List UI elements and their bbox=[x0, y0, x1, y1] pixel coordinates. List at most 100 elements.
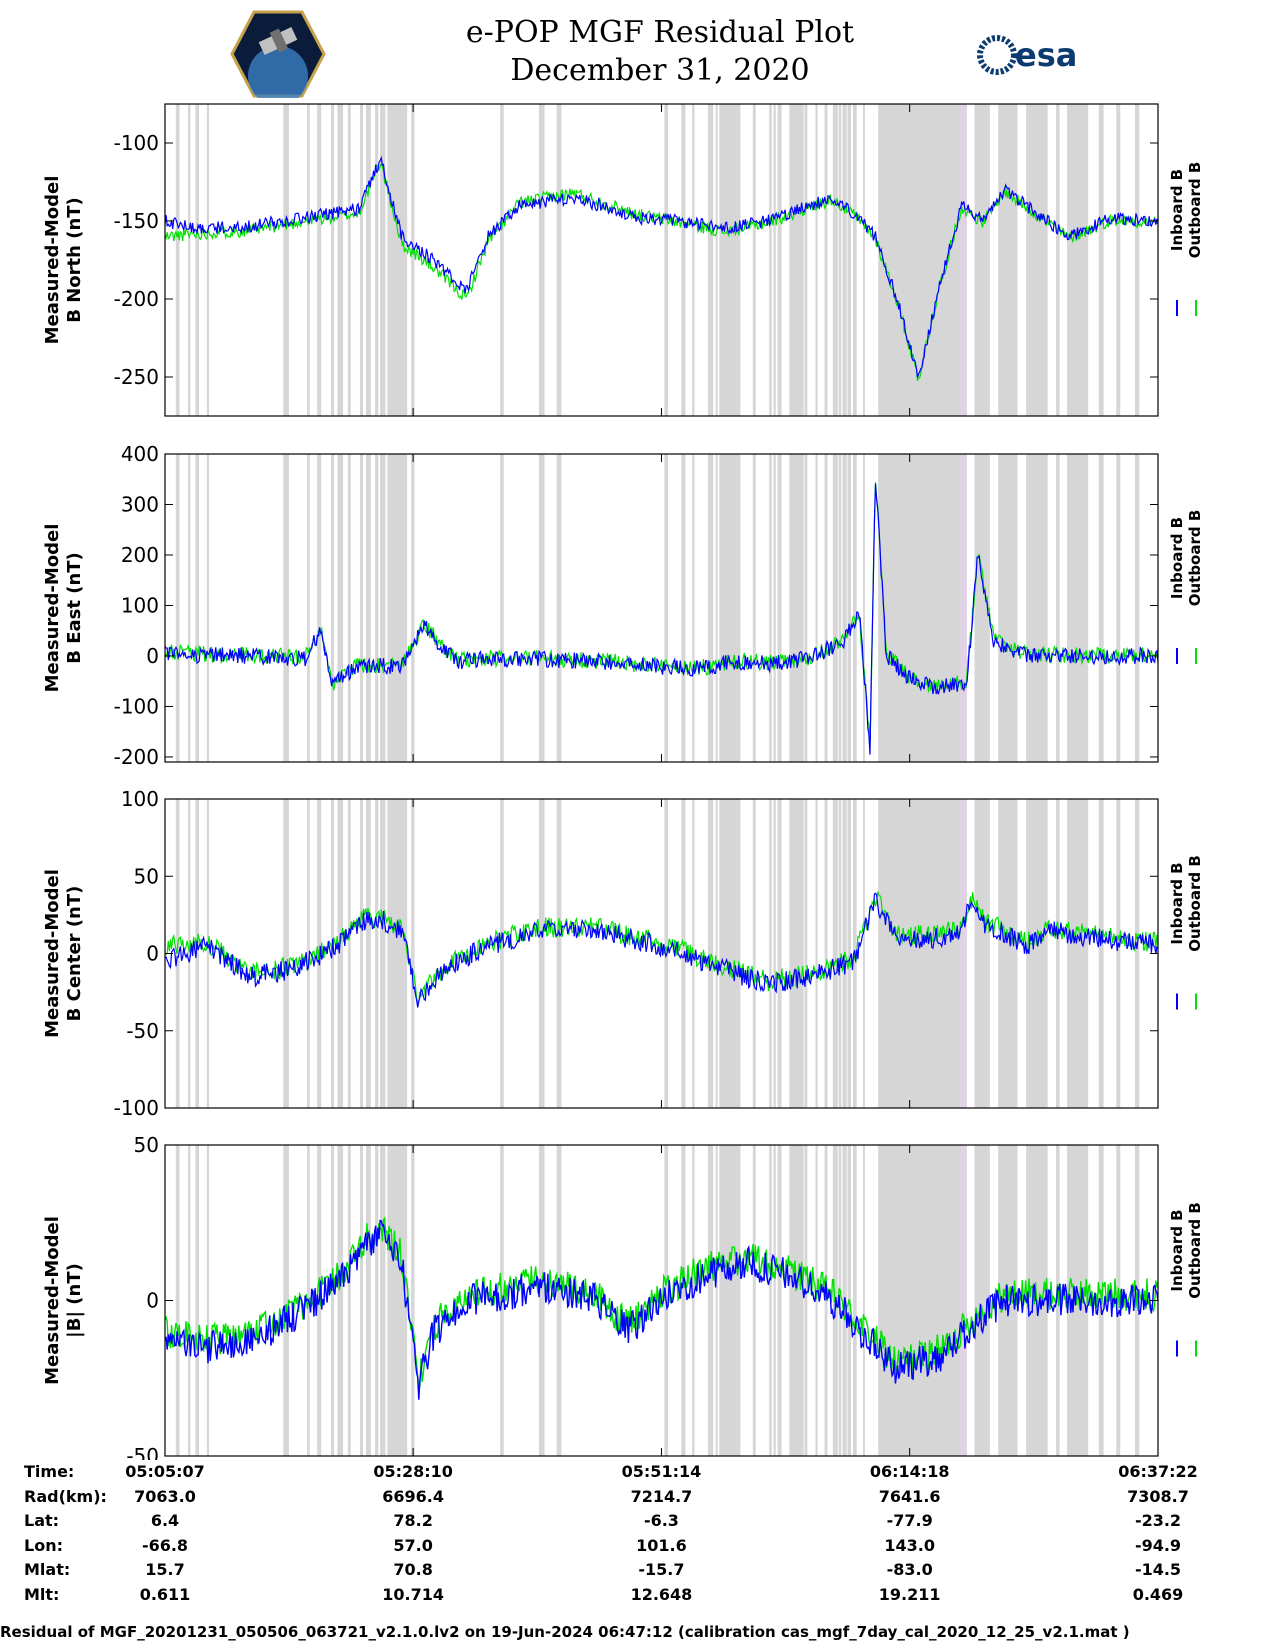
coverage-band bbox=[538, 1145, 545, 1456]
coverage-band bbox=[769, 799, 772, 1108]
legend-inboard-label: Inboard B bbox=[1168, 862, 1186, 944]
coverage-band bbox=[411, 104, 415, 416]
info-row-label: Mlt: bbox=[24, 1584, 60, 1604]
coverage-band bbox=[1055, 454, 1060, 762]
coverage-band bbox=[359, 1145, 364, 1456]
y-axis-label-line2: B East (nT) bbox=[64, 552, 85, 664]
coverage-band bbox=[411, 799, 415, 1108]
coverage-band bbox=[752, 799, 756, 1108]
coverage-band bbox=[815, 104, 818, 416]
y-tick-label: 50 bbox=[134, 864, 159, 888]
coverage-band bbox=[1116, 454, 1121, 762]
coverage-band bbox=[365, 104, 371, 416]
coverage-band bbox=[337, 1145, 344, 1456]
coverage-band bbox=[195, 1145, 200, 1456]
y-axis-label: Measured-Model|B| (nT) bbox=[42, 1216, 85, 1385]
info-cell: -94.9 bbox=[1134, 1535, 1182, 1555]
coverage-band bbox=[1055, 799, 1060, 1108]
info-cell: 7641.6 bbox=[878, 1486, 941, 1506]
coverage-band bbox=[804, 104, 808, 416]
coverage-band bbox=[1084, 454, 1089, 762]
coverage-band bbox=[337, 454, 344, 762]
coverage-band bbox=[998, 454, 1018, 762]
inboard-series-line bbox=[164, 1219, 1159, 1400]
info-cell: 101.6 bbox=[636, 1535, 687, 1555]
coverage-band bbox=[359, 799, 364, 1108]
info-cell: 0.611 bbox=[139, 1584, 191, 1604]
coverage-band bbox=[1116, 104, 1121, 416]
panel-2: -200 -100 0 100 200 300 400 Measured-ModelB Eas… bbox=[42, 442, 1204, 769]
coverage-band bbox=[391, 454, 408, 762]
y-axis-label: Measured-ModelB North (nT) bbox=[42, 176, 85, 345]
coverage-band bbox=[862, 1145, 865, 1456]
coverage-band bbox=[538, 454, 545, 762]
info-row-label: Time: bbox=[24, 1462, 75, 1481]
coverage-band bbox=[974, 104, 989, 416]
y-axis-label-line1: Measured-Model bbox=[42, 524, 63, 693]
coverage-band bbox=[347, 454, 351, 762]
coverage-band bbox=[387, 454, 393, 762]
coverage-band bbox=[337, 104, 344, 416]
coverage-band bbox=[187, 104, 191, 416]
panel-1: -250 -200 -150 -100 Measured-ModelB North (n… bbox=[42, 103, 1204, 417]
coverage-band bbox=[752, 454, 756, 762]
coverage-band bbox=[387, 1145, 393, 1456]
coverage-band bbox=[838, 104, 842, 416]
coverage-band bbox=[777, 104, 782, 416]
coverage-band bbox=[1067, 799, 1086, 1108]
coverage-band bbox=[832, 104, 838, 416]
coverage-band bbox=[789, 799, 804, 1108]
coverage-band bbox=[880, 1145, 964, 1456]
coverage-band bbox=[283, 1145, 289, 1456]
coverage-band bbox=[391, 1145, 408, 1456]
coverage-band bbox=[707, 454, 714, 762]
y-axis-label-line1: Measured-Model bbox=[42, 1216, 63, 1385]
coverage-band-highlight bbox=[960, 1145, 967, 1456]
info-cell: 57.0 bbox=[393, 1535, 433, 1555]
coverage-band bbox=[331, 1145, 335, 1456]
coverage-band bbox=[538, 799, 545, 1108]
coverage-band bbox=[195, 799, 200, 1108]
coverage-band bbox=[692, 104, 695, 416]
coverage-band bbox=[719, 1145, 739, 1456]
coverage-band bbox=[974, 799, 989, 1108]
info-cell: 06:37:22 bbox=[1118, 1462, 1198, 1481]
info-row: Lon: -66.8 57.0 101.6 143.0 -94.9 bbox=[0, 1536, 1275, 1561]
legend-outboard-label: Outboard B bbox=[1186, 510, 1204, 607]
y-tick-label: -50 bbox=[126, 1019, 159, 1043]
coverage-band bbox=[347, 1145, 351, 1456]
coverage-band bbox=[664, 799, 669, 1108]
y-tick-label: 0 bbox=[146, 942, 159, 966]
coverage-band bbox=[852, 104, 857, 416]
coverage-band bbox=[391, 104, 408, 416]
coverage-band bbox=[824, 1145, 828, 1456]
coverage-band bbox=[752, 1145, 756, 1456]
panel-4: -50 0 50 Measured-Model|B| (nT) Inboard B Out… bbox=[42, 1133, 1204, 1460]
y-axis-label-line2: B North (nT) bbox=[64, 197, 85, 323]
legend-inboard-label: Inboard B bbox=[1168, 169, 1186, 251]
y-tick-label: 100 bbox=[121, 787, 159, 811]
y-tick-label: 50 bbox=[134, 1133, 159, 1157]
y-tick-label: 400 bbox=[121, 442, 159, 466]
coverage-bands bbox=[175, 104, 1140, 416]
coverage-band bbox=[1067, 104, 1086, 416]
info-row: Time: 05:05:07 05:28:10 05:51:14 06:14:18 06:… bbox=[0, 1462, 1275, 1487]
info-row-label: Rad(km): bbox=[24, 1486, 107, 1506]
coverage-band-highlight bbox=[960, 454, 967, 762]
coverage-band bbox=[974, 454, 989, 762]
coverage-band bbox=[365, 799, 371, 1108]
coverage-band bbox=[715, 799, 718, 1108]
coverage-band bbox=[283, 799, 289, 1108]
info-cell: 05:05:07 bbox=[125, 1462, 205, 1481]
legend-outboard-label: Outboard B bbox=[1186, 1202, 1204, 1299]
coverage-band bbox=[838, 799, 842, 1108]
coverage-band bbox=[838, 454, 842, 762]
coverage-band bbox=[538, 104, 545, 416]
coverage-band bbox=[365, 1145, 371, 1456]
coverage-band bbox=[307, 454, 310, 762]
y-tick-label: 0 bbox=[146, 644, 159, 668]
coverage-band bbox=[773, 104, 776, 416]
coverage-band bbox=[1026, 104, 1048, 416]
coverage-band bbox=[1116, 799, 1121, 1108]
